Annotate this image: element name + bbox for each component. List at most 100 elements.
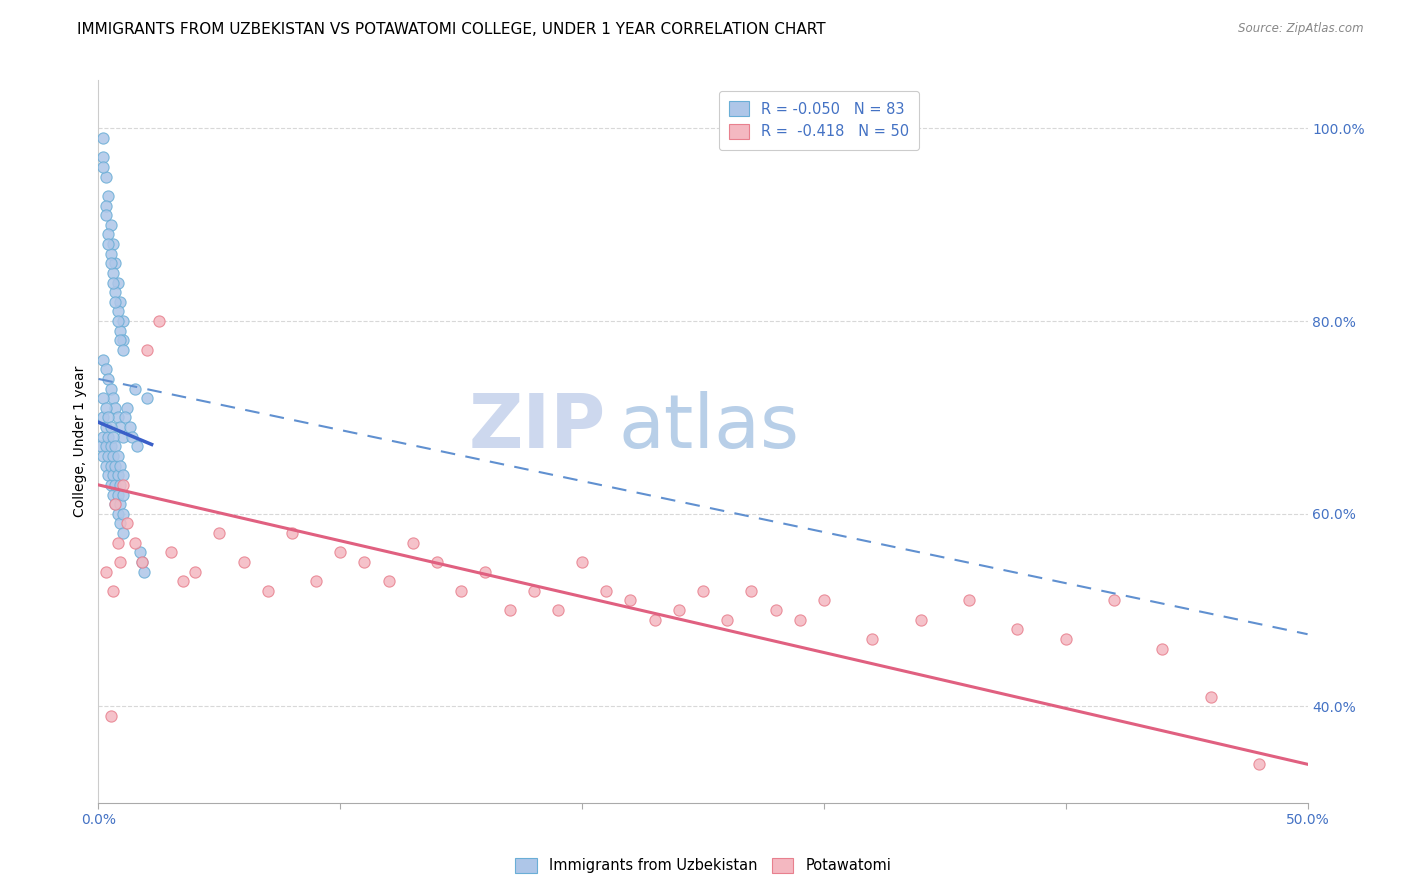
- Point: [1007, 623, 1029, 637]
- Point: [111, 478, 134, 492]
- Point: [91, 150, 114, 164]
- Point: [94, 362, 117, 376]
- Point: [97, 372, 120, 386]
- Point: [281, 526, 304, 541]
- Point: [547, 603, 569, 617]
- Point: [1054, 632, 1077, 646]
- Point: [108, 324, 131, 338]
- Point: [104, 458, 127, 473]
- Point: [104, 294, 127, 309]
- Point: [100, 478, 122, 492]
- Point: [426, 555, 449, 569]
- Point: [1249, 757, 1271, 772]
- Point: [104, 439, 127, 453]
- Point: [94, 420, 117, 434]
- Point: [107, 507, 129, 521]
- Point: [100, 458, 122, 473]
- Y-axis label: College, Under 1 year: College, Under 1 year: [73, 366, 87, 517]
- Point: [595, 583, 617, 598]
- Point: [107, 314, 129, 328]
- Point: [523, 583, 546, 598]
- Point: [813, 593, 835, 607]
- Point: [91, 449, 114, 463]
- Point: [118, 420, 141, 434]
- Point: [108, 294, 131, 309]
- Point: [101, 449, 124, 463]
- Point: [131, 555, 153, 569]
- Point: [101, 276, 124, 290]
- Point: [101, 391, 124, 405]
- Point: [90, 439, 112, 453]
- Point: [94, 458, 117, 473]
- Point: [789, 613, 811, 627]
- Point: [97, 227, 120, 242]
- Point: [692, 583, 714, 598]
- Point: [111, 314, 134, 328]
- Point: [100, 709, 122, 723]
- Point: [100, 218, 122, 232]
- Point: [94, 198, 117, 212]
- Point: [101, 266, 124, 280]
- Point: [208, 526, 231, 541]
- Legend: Immigrants from Uzbekistan, Potawatomi: Immigrants from Uzbekistan, Potawatomi: [508, 850, 898, 880]
- Point: [111, 334, 134, 348]
- Point: [107, 449, 129, 463]
- Point: [91, 352, 114, 367]
- Point: [160, 545, 183, 559]
- Point: [97, 189, 120, 203]
- Point: [104, 478, 127, 492]
- Point: [1152, 641, 1174, 656]
- Point: [100, 382, 122, 396]
- Point: [860, 632, 883, 646]
- Point: [108, 516, 131, 531]
- Point: [305, 574, 328, 589]
- Point: [104, 401, 127, 415]
- Point: [94, 439, 117, 453]
- Text: Source: ZipAtlas.com: Source: ZipAtlas.com: [1239, 22, 1364, 36]
- Point: [910, 613, 932, 627]
- Point: [124, 382, 146, 396]
- Point: [91, 131, 114, 145]
- Point: [107, 535, 129, 549]
- Point: [127, 439, 149, 453]
- Point: [117, 401, 139, 415]
- Point: [91, 410, 114, 425]
- Point: [104, 497, 127, 511]
- Point: [114, 410, 136, 425]
- Point: [101, 237, 124, 252]
- Point: [172, 574, 194, 589]
- Point: [474, 565, 496, 579]
- Point: [111, 487, 134, 501]
- Point: [124, 535, 146, 549]
- Point: [135, 391, 157, 405]
- Point: [256, 583, 278, 598]
- Point: [100, 246, 122, 260]
- Point: [740, 583, 762, 598]
- Point: [91, 430, 114, 444]
- Point: [101, 487, 124, 501]
- Point: [101, 468, 124, 483]
- Point: [571, 555, 593, 569]
- Point: [91, 391, 114, 405]
- Point: [131, 555, 153, 569]
- Point: [94, 401, 117, 415]
- Point: [111, 343, 134, 357]
- Point: [108, 497, 131, 511]
- Point: [111, 507, 134, 521]
- Point: [402, 535, 425, 549]
- Point: [1102, 593, 1125, 607]
- Point: [111, 430, 134, 444]
- Point: [107, 487, 129, 501]
- Point: [94, 169, 117, 184]
- Text: IMMIGRANTS FROM UZBEKISTAN VS POTAWATOMI COLLEGE, UNDER 1 YEAR CORRELATION CHART: IMMIGRANTS FROM UZBEKISTAN VS POTAWATOMI…: [77, 22, 825, 37]
- Point: [668, 603, 690, 617]
- Point: [128, 545, 150, 559]
- Point: [134, 565, 156, 579]
- Point: [377, 574, 399, 589]
- Point: [101, 583, 124, 598]
- Point: [498, 603, 520, 617]
- Point: [135, 343, 157, 357]
- Point: [329, 545, 352, 559]
- Point: [957, 593, 980, 607]
- Point: [104, 256, 127, 270]
